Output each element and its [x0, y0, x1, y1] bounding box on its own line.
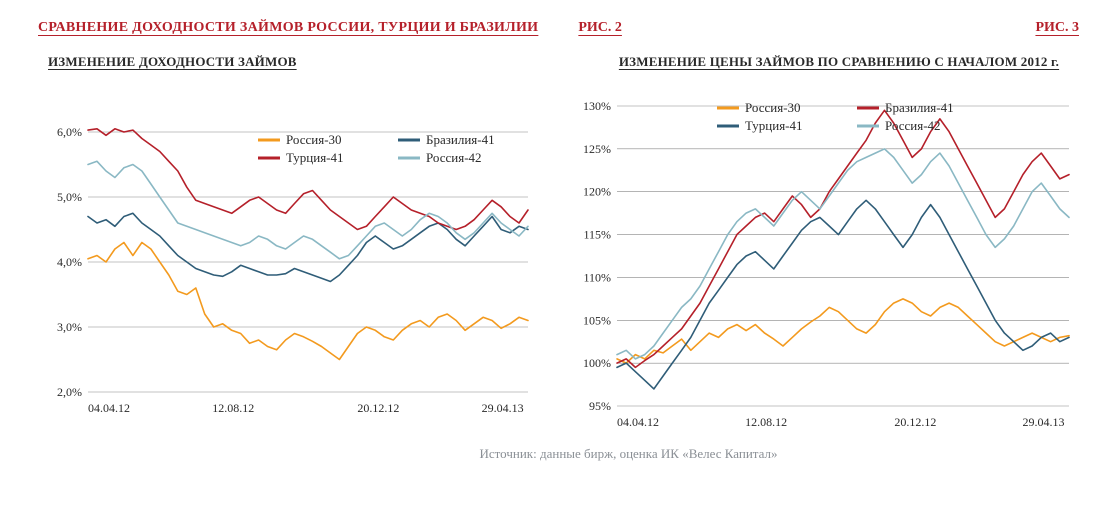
svg-text:130%: 130%: [583, 99, 611, 113]
svg-text:Турция-41: Турция-41: [286, 150, 344, 165]
svg-text:115%: 115%: [583, 228, 611, 242]
chart-right-block: ИЗМЕНЕНИЕ ЦЕНЫ ЗАЙМОВ ПО СРАВНЕНИЮ С НАЧ…: [569, 54, 1079, 436]
svg-text:110%: 110%: [583, 270, 611, 284]
svg-text:04.04.12: 04.04.12: [617, 415, 659, 429]
chart-left-block: ИЗМЕНЕНИЕ ДОХОДНОСТИ ЗАЙМОВ 2,0% 3,0% 4,0%…: [38, 54, 539, 436]
svg-text:20.12.12: 20.12.12: [894, 415, 936, 429]
svg-text:Бразилия-41: Бразилия-41: [426, 132, 495, 147]
svg-text:3,0%: 3,0%: [57, 320, 82, 334]
svg-text:5,0%: 5,0%: [57, 190, 82, 204]
charts-row: ИЗМЕНЕНИЕ ДОХОДНОСТИ ЗАЙМОВ 2,0% 3,0% 4,0%…: [38, 54, 1079, 436]
svg-text:125%: 125%: [583, 142, 611, 156]
figure-2-label: РИС. 2: [578, 20, 622, 36]
chart-left-svg: 2,0% 3,0% 4,0% 5,0% 6,0% 04.04.12 12.08.12 20.1…: [38, 76, 538, 416]
svg-text:105%: 105%: [583, 313, 611, 327]
svg-text:Бразилия-41: Бразилия-41: [885, 100, 954, 115]
chart-right-svg: 95% 100% 105% 110% 115% 120% 125% 130% 04.04.12 1…: [569, 76, 1079, 436]
header-row: СРАВНЕНИЕ ДОХОДНОСТИ ЗАЙМОВ РОССИИ, ТУРЦ…: [38, 20, 1079, 36]
svg-text:12.08.12: 12.08.12: [212, 401, 254, 415]
source-footer: Источник: данные бирж, оценка ИК «Велес …: [178, 446, 1079, 462]
svg-text:120%: 120%: [583, 185, 611, 199]
chart-left-title: ИЗМЕНЕНИЕ ДОХОДНОСТИ ЗАЙМОВ: [48, 54, 539, 70]
svg-text:Турция-41: Турция-41: [745, 118, 803, 133]
svg-text:6,0%: 6,0%: [57, 125, 82, 139]
svg-text:04.04.12: 04.04.12: [88, 401, 130, 415]
chart-right-title: ИЗМЕНЕНИЕ ЦЕНЫ ЗАЙМОВ ПО СРАВНЕНИЮ С НАЧ…: [599, 54, 1079, 70]
svg-text:Россия-42: Россия-42: [426, 150, 482, 165]
svg-text:2,0%: 2,0%: [57, 385, 82, 399]
svg-text:29.04.13: 29.04.13: [1022, 415, 1064, 429]
svg-text:Россия-30: Россия-30: [286, 132, 342, 147]
svg-text:4,0%: 4,0%: [57, 255, 82, 269]
svg-text:100%: 100%: [583, 356, 611, 370]
svg-text:12.08.12: 12.08.12: [745, 415, 787, 429]
svg-text:29.04.13: 29.04.13: [482, 401, 524, 415]
svg-text:Россия-42: Россия-42: [885, 118, 941, 133]
main-title: СРАВНЕНИЕ ДОХОДНОСТИ ЗАЙМОВ РОССИИ, ТУРЦ…: [38, 20, 538, 36]
svg-text:20.12.12: 20.12.12: [357, 401, 399, 415]
svg-text:95%: 95%: [589, 399, 611, 413]
svg-text:Россия-30: Россия-30: [745, 100, 801, 115]
figure-3-label: РИС. 3: [1035, 20, 1079, 36]
